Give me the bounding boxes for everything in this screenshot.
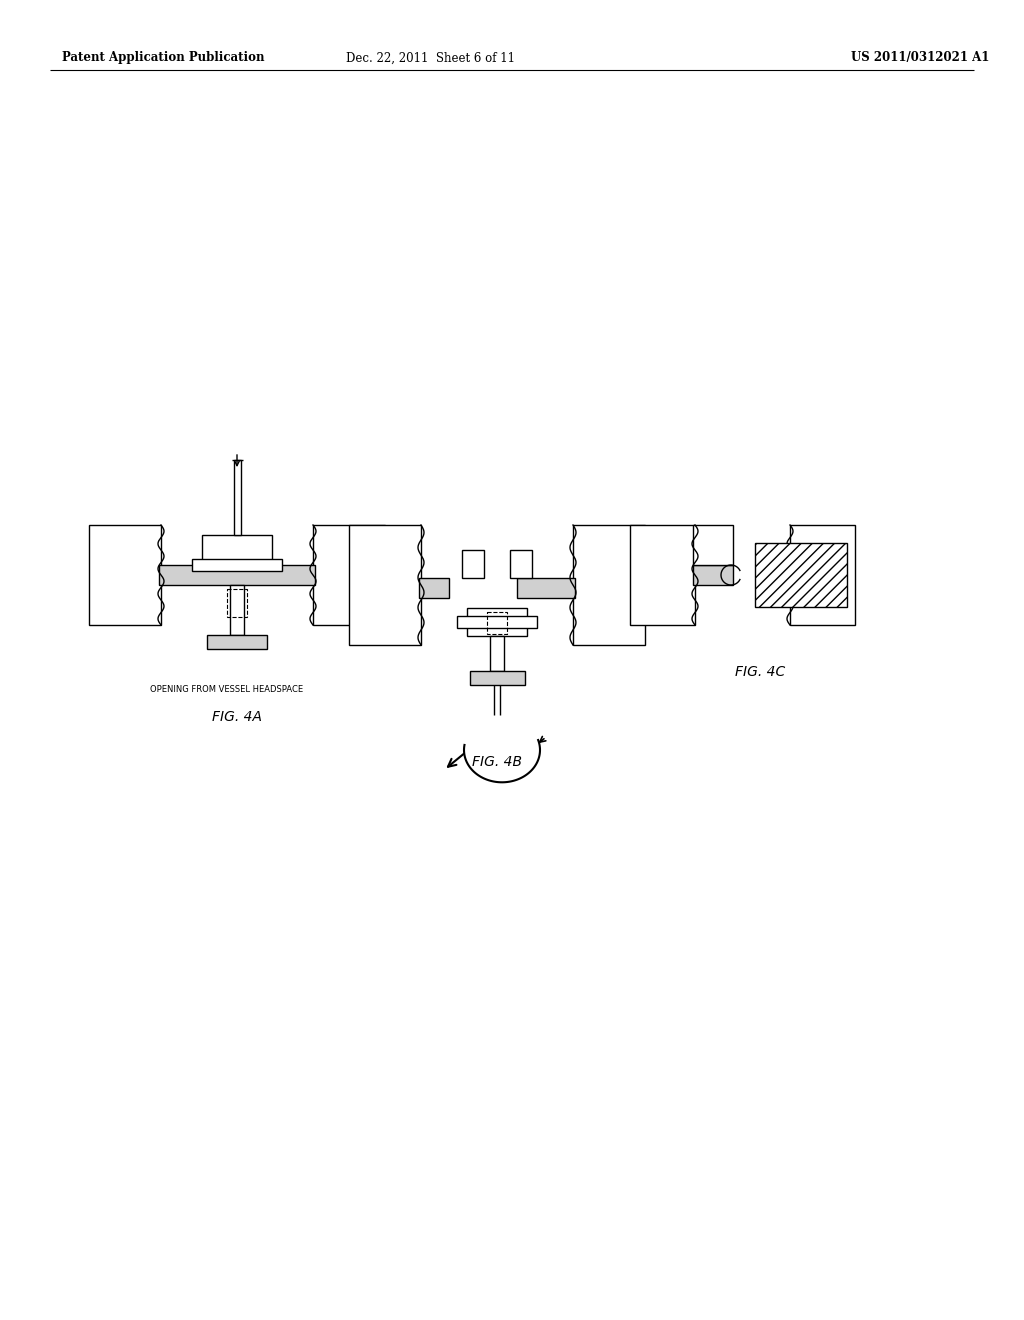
Bar <box>89 525 161 624</box>
Text: FIG. 4B: FIG. 4B <box>472 755 522 770</box>
Text: OPENING FROM VESSEL HEADSPACE: OPENING FROM VESSEL HEADSPACE <box>151 685 303 694</box>
Bar <box>230 585 244 635</box>
Bar <box>234 459 241 535</box>
Bar <box>159 565 315 585</box>
Bar <box>693 525 733 565</box>
Text: FIG. 4C: FIG. 4C <box>735 665 785 678</box>
Bar <box>419 578 449 598</box>
Bar <box>349 525 421 645</box>
Bar <box>207 635 267 649</box>
Bar <box>227 589 247 616</box>
Bar <box>202 535 272 565</box>
Text: US 2011/0312021 A1: US 2011/0312021 A1 <box>851 51 989 65</box>
Text: Patent Application Publication: Patent Application Publication <box>62 51 264 65</box>
Bar <box>462 550 484 578</box>
Bar <box>630 525 695 624</box>
Bar <box>467 609 527 636</box>
Bar <box>193 558 282 572</box>
Bar <box>470 671 525 685</box>
Bar <box>313 525 385 624</box>
Bar <box>755 543 847 607</box>
Bar <box>790 525 855 624</box>
Text: Dec. 22, 2011  Sheet 6 of 11: Dec. 22, 2011 Sheet 6 of 11 <box>345 51 514 65</box>
Bar <box>693 565 733 585</box>
Bar <box>487 612 507 634</box>
Text: FIG. 4A: FIG. 4A <box>212 710 262 723</box>
Bar <box>510 550 532 578</box>
Bar <box>490 636 504 671</box>
Bar <box>457 616 537 628</box>
Bar <box>573 525 645 645</box>
Bar <box>517 578 575 598</box>
